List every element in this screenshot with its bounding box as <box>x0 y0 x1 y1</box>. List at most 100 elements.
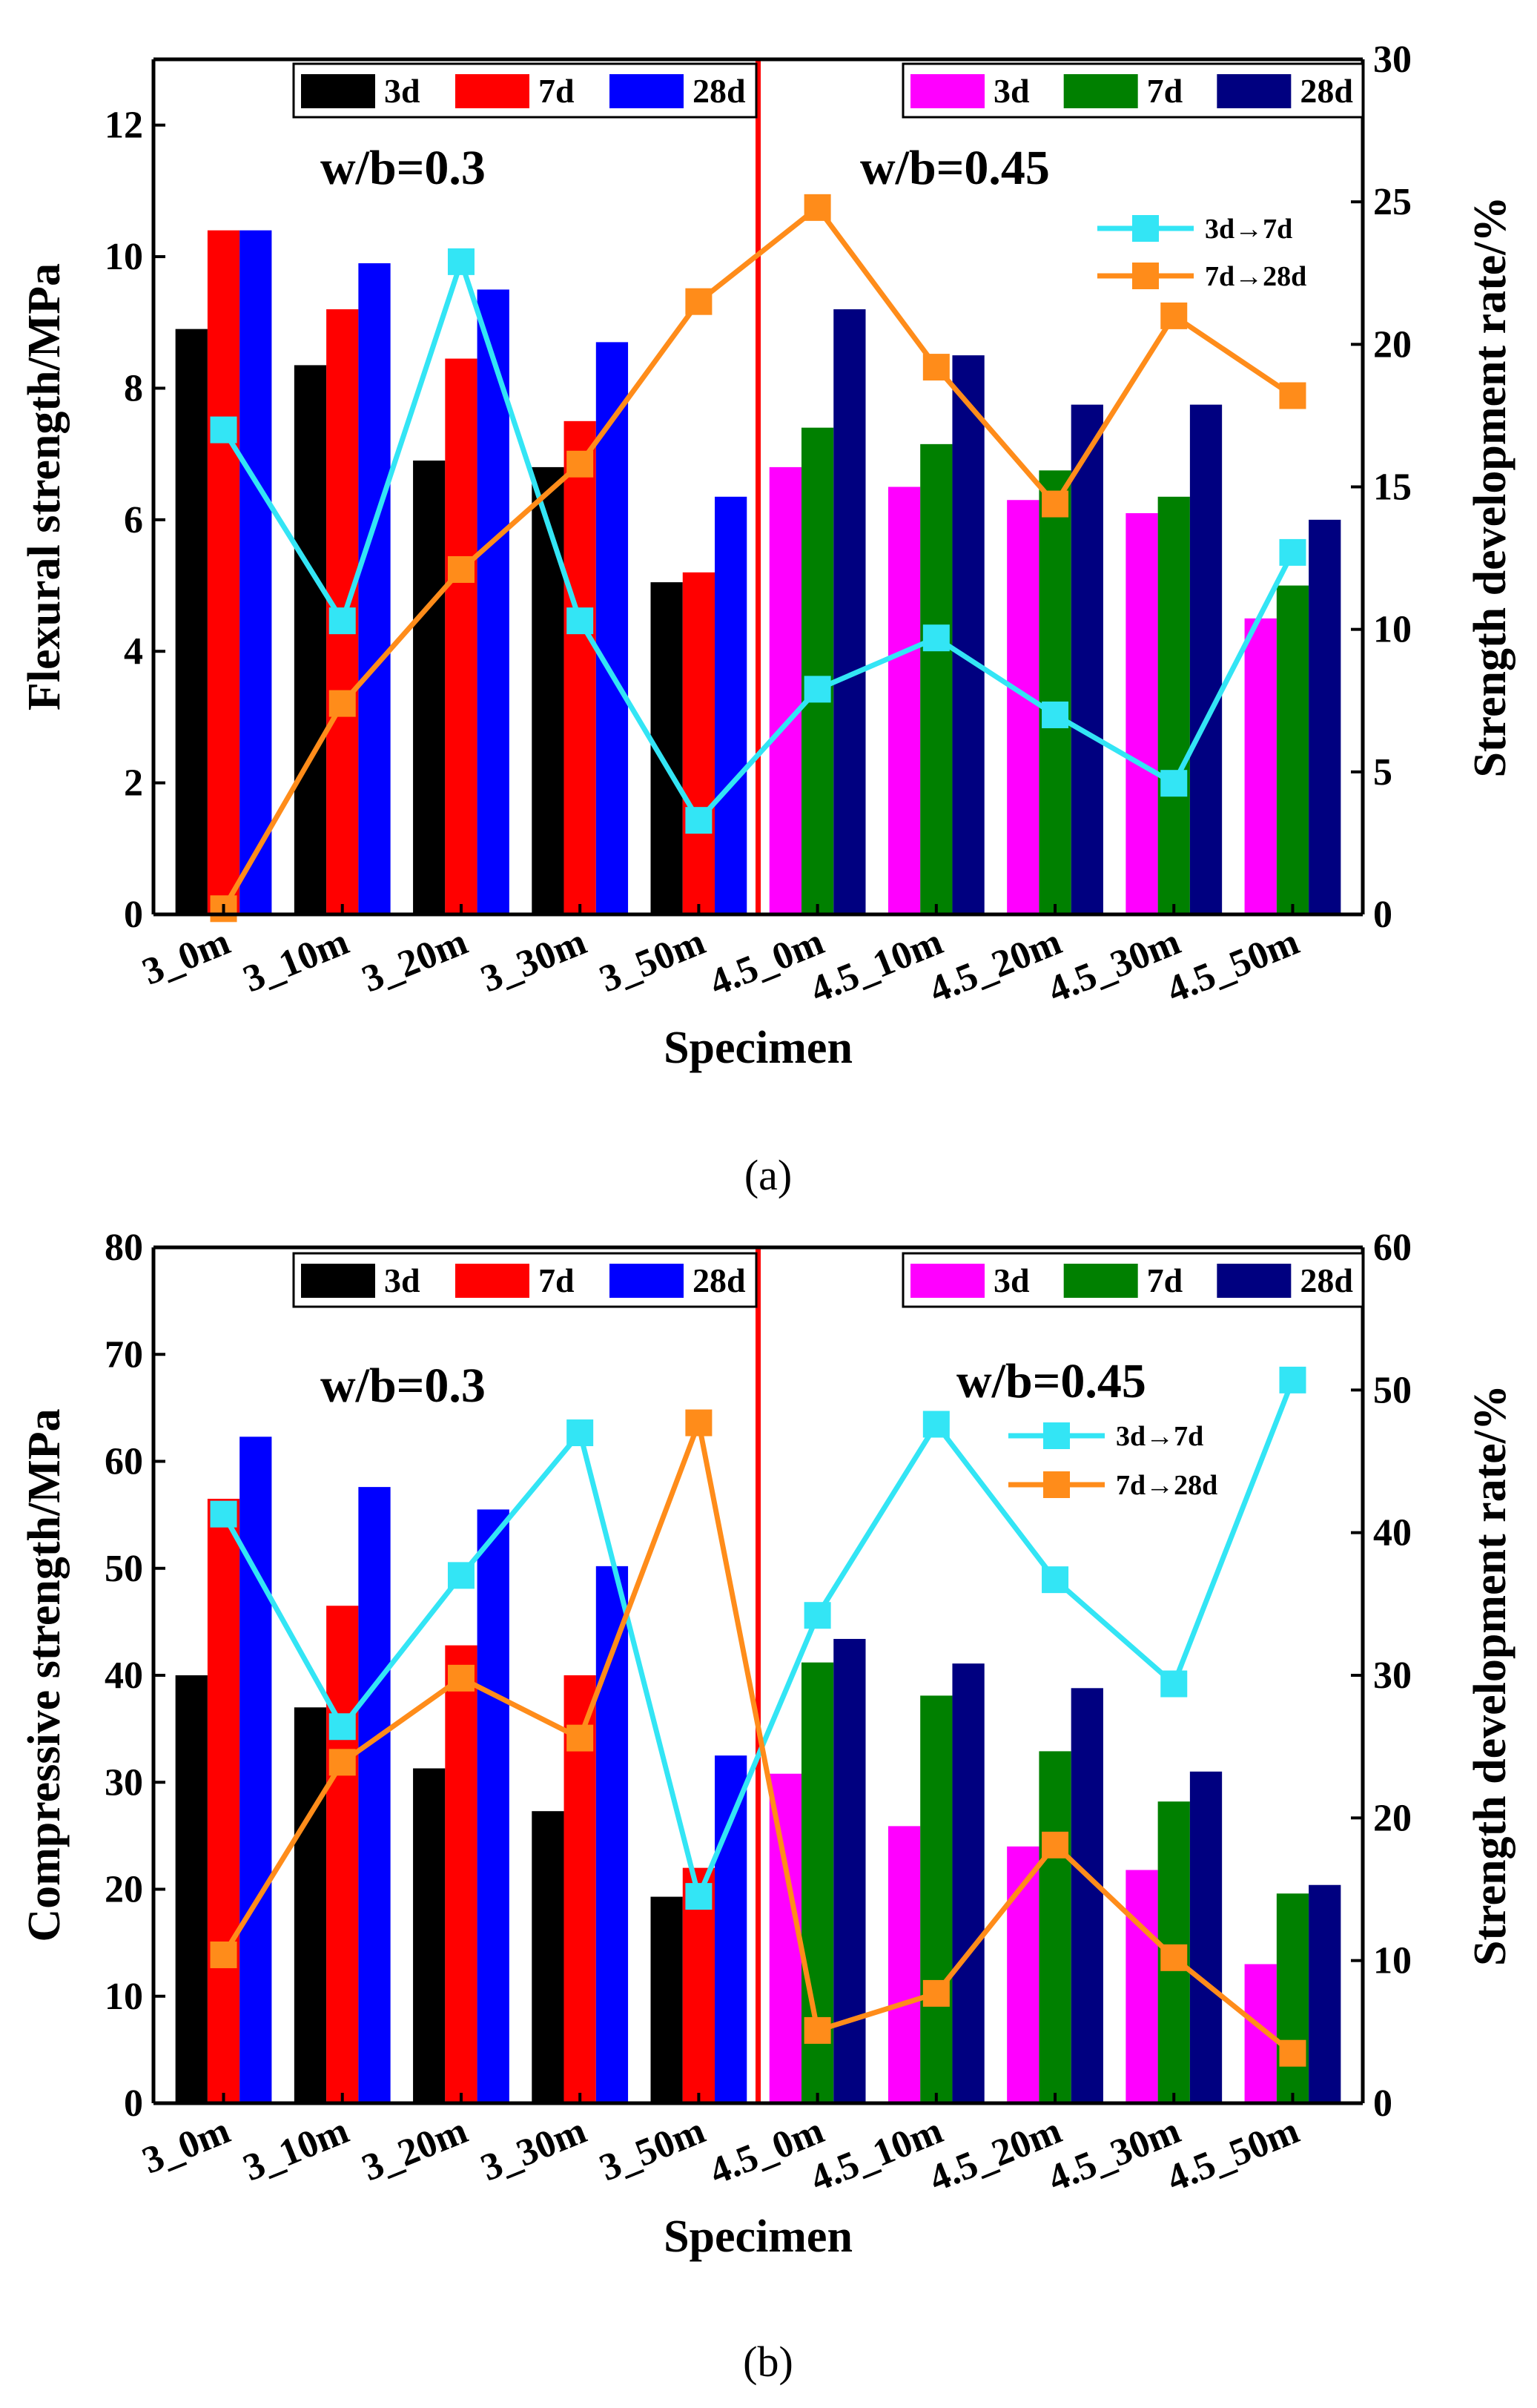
y-tick-label: 10 <box>105 236 143 278</box>
bar-28d-4.5_20m <box>1071 404 1103 914</box>
rate-point-1-4.5_10m <box>922 1979 950 2007</box>
x-tick-label: 3_30m <box>475 2109 592 2189</box>
rate-point-1-3_0m <box>210 1941 237 1968</box>
x-tick-label: 3_50m <box>594 2109 711 2189</box>
rate-point-0-4.5_10m <box>922 1411 950 1438</box>
x-tick-label: 3_20m <box>357 920 474 1000</box>
y-tick-label: 10 <box>105 1976 143 2018</box>
bar-3d-4.5_20m <box>1007 500 1039 914</box>
rate-point-1-4.5_30m <box>1160 1944 1188 1971</box>
rate-point-1-4.5_50m <box>1279 382 1306 409</box>
panel-caption: (b) <box>743 2338 793 2386</box>
rate-point-0-3_20m <box>447 248 475 275</box>
rate-point-1-4.5_20m <box>1042 490 1069 518</box>
rate-line-0 <box>221 1379 1295 1899</box>
x-tick-label: 4.5_30m <box>1042 2109 1186 2200</box>
bar-3d-4.5_20m <box>1007 1846 1039 2103</box>
rate-point-0-4.5_50m <box>1279 538 1306 566</box>
x-tick-label: 4.5_10m <box>804 920 948 1012</box>
y2-axis-title: Strength development rate/% <box>1465 1385 1515 1966</box>
legend-label-7d: 7d <box>538 1261 575 1299</box>
bar-28d-3_50m <box>715 496 747 914</box>
bar-28d-4.5_50m <box>1309 519 1341 914</box>
bar-28d-4.5_30m <box>1189 1771 1223 2103</box>
bar-7d-4.5_50m <box>1276 1893 1309 2103</box>
bar-28d-4.5_0m <box>833 1638 866 2103</box>
x-tick-label: 4.5_20m <box>923 920 1067 1012</box>
rate-point-1-3_10m <box>328 690 356 717</box>
rate-point-1-3_10m <box>328 1749 356 1776</box>
rate-legend-label-0: 3d→7d <box>1116 1421 1203 1452</box>
x-tick-label: 4.5_30m <box>1042 920 1186 1012</box>
legend-swatch-7d <box>455 74 529 108</box>
y2-tick-label: 10 <box>1373 609 1412 651</box>
bar-7d-3_10m <box>326 1606 359 2103</box>
rate-point-1-4.5_50m <box>1279 2039 1306 2067</box>
bar-7d-4.5_20m <box>1039 470 1071 914</box>
bar-28d-4.5_10m <box>952 355 985 915</box>
x-tick-label: 4.5_10m <box>804 2109 948 2200</box>
rate-point-0-4.5_0m <box>804 676 831 703</box>
y-tick-label: 20 <box>105 1869 143 1911</box>
legend-swatch-28d <box>1217 1264 1292 1298</box>
bar-28d-3_0m <box>239 1436 272 2103</box>
group-label-wb-0.45: w/b=0.45 <box>860 141 1050 195</box>
y-tick-label: 8 <box>124 367 143 409</box>
x-axis-title: Specimen <box>664 2211 853 2262</box>
rate-point-0-3_20m <box>447 1562 475 1589</box>
group-label-wb-0.3: w/b=0.3 <box>320 141 486 195</box>
rate-point-0-4.5_30m <box>1160 770 1188 797</box>
rate-point-0-3_50m <box>685 807 713 834</box>
rate-point-1-3_50m <box>685 288 713 315</box>
bar-7d-4.5_0m <box>801 427 834 914</box>
bar-3d-3_10m <box>294 365 327 915</box>
legend-label-7d: 7d <box>538 72 575 110</box>
bar-28d-4.5_30m <box>1189 404 1223 914</box>
rate-point-0-3_0m <box>210 1500 237 1528</box>
bar-28d-4.5_20m <box>1071 1688 1103 2103</box>
bar-28d-3_20m <box>477 1509 509 2103</box>
bar-7d-3_20m <box>445 358 477 914</box>
legend-swatch-7d <box>1063 74 1138 108</box>
rate-point-0-4.5_50m <box>1279 1366 1306 1393</box>
rate-point-0-3_30m <box>566 607 594 635</box>
rate-point-1-3_30m <box>566 450 594 478</box>
bar-28d-4.5_50m <box>1309 1884 1341 2103</box>
rate-line-0 <box>221 259 1295 823</box>
bar-7d-3_0m <box>207 1498 240 2103</box>
bar-3d-4.5_0m <box>769 466 801 914</box>
group-label-wb-0.3: w/b=0.3 <box>320 1359 486 1413</box>
legend-label-28d: 28d <box>1300 72 1353 110</box>
x-tick-label: 3_0m <box>136 920 236 993</box>
group-label-wb-0.45: w/b=0.45 <box>956 1354 1146 1408</box>
bar-3d-3_20m <box>413 461 446 914</box>
y2-tick-label: 60 <box>1373 1227 1412 1269</box>
legend-swatch-28d <box>1217 74 1292 108</box>
rate-point-1-3_20m <box>447 555 475 583</box>
rate-point-0-4.5_10m <box>922 624 950 652</box>
bar-28d-4.5_10m <box>952 1663 985 2103</box>
bar-3d-4.5_10m <box>888 1826 921 2103</box>
bar-3d-4.5_30m <box>1126 1870 1158 2103</box>
legend-swatch-3d <box>910 1264 985 1298</box>
x-tick-label: 4.5_0m <box>704 920 830 1004</box>
y2-tick-label: 20 <box>1373 1797 1412 1839</box>
rate-legend-label-1: 7d→28d <box>1205 261 1306 292</box>
bar-3d-3_50m <box>650 1896 683 2103</box>
bar-28d-3_10m <box>358 263 391 914</box>
y-tick-label: 80 <box>105 1227 143 1269</box>
legend-swatch-7d <box>455 1264 529 1298</box>
y-tick-label: 0 <box>124 2082 143 2125</box>
y2-axis-title: Strength development rate/% <box>1465 196 1515 777</box>
bar-7d-4.5_10m <box>920 1695 953 2103</box>
x-tick-label: 3_10m <box>237 920 354 1000</box>
y2-tick-label: 5 <box>1373 751 1392 794</box>
bar-3d-3_30m <box>532 466 564 914</box>
bar-7d-4.5_10m <box>920 443 953 914</box>
rate-point-0-4.5_30m <box>1160 1670 1188 1698</box>
y-tick-label: 2 <box>124 762 143 805</box>
y-axis-title: Compressive strength/MPa <box>19 1408 70 1942</box>
x-tick-label: 4.5_50m <box>1161 2109 1305 2200</box>
